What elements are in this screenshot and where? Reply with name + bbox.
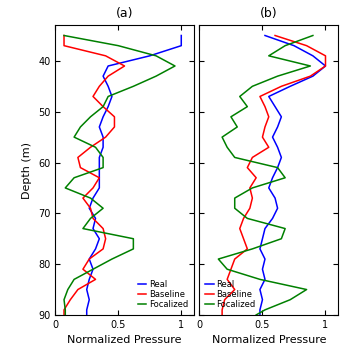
- Title: (b): (b): [260, 7, 278, 20]
- Y-axis label: Depth (m): Depth (m): [22, 142, 32, 199]
- X-axis label: Normalized Pressure: Normalized Pressure: [67, 335, 182, 345]
- Legend: Real, Baseline, Focalized: Real, Baseline, Focalized: [136, 278, 190, 311]
- Title: (a): (a): [116, 7, 133, 20]
- X-axis label: Normalized Pressure: Normalized Pressure: [211, 335, 326, 345]
- Legend: Real, Baseline, Focalized: Real, Baseline, Focalized: [204, 278, 257, 311]
